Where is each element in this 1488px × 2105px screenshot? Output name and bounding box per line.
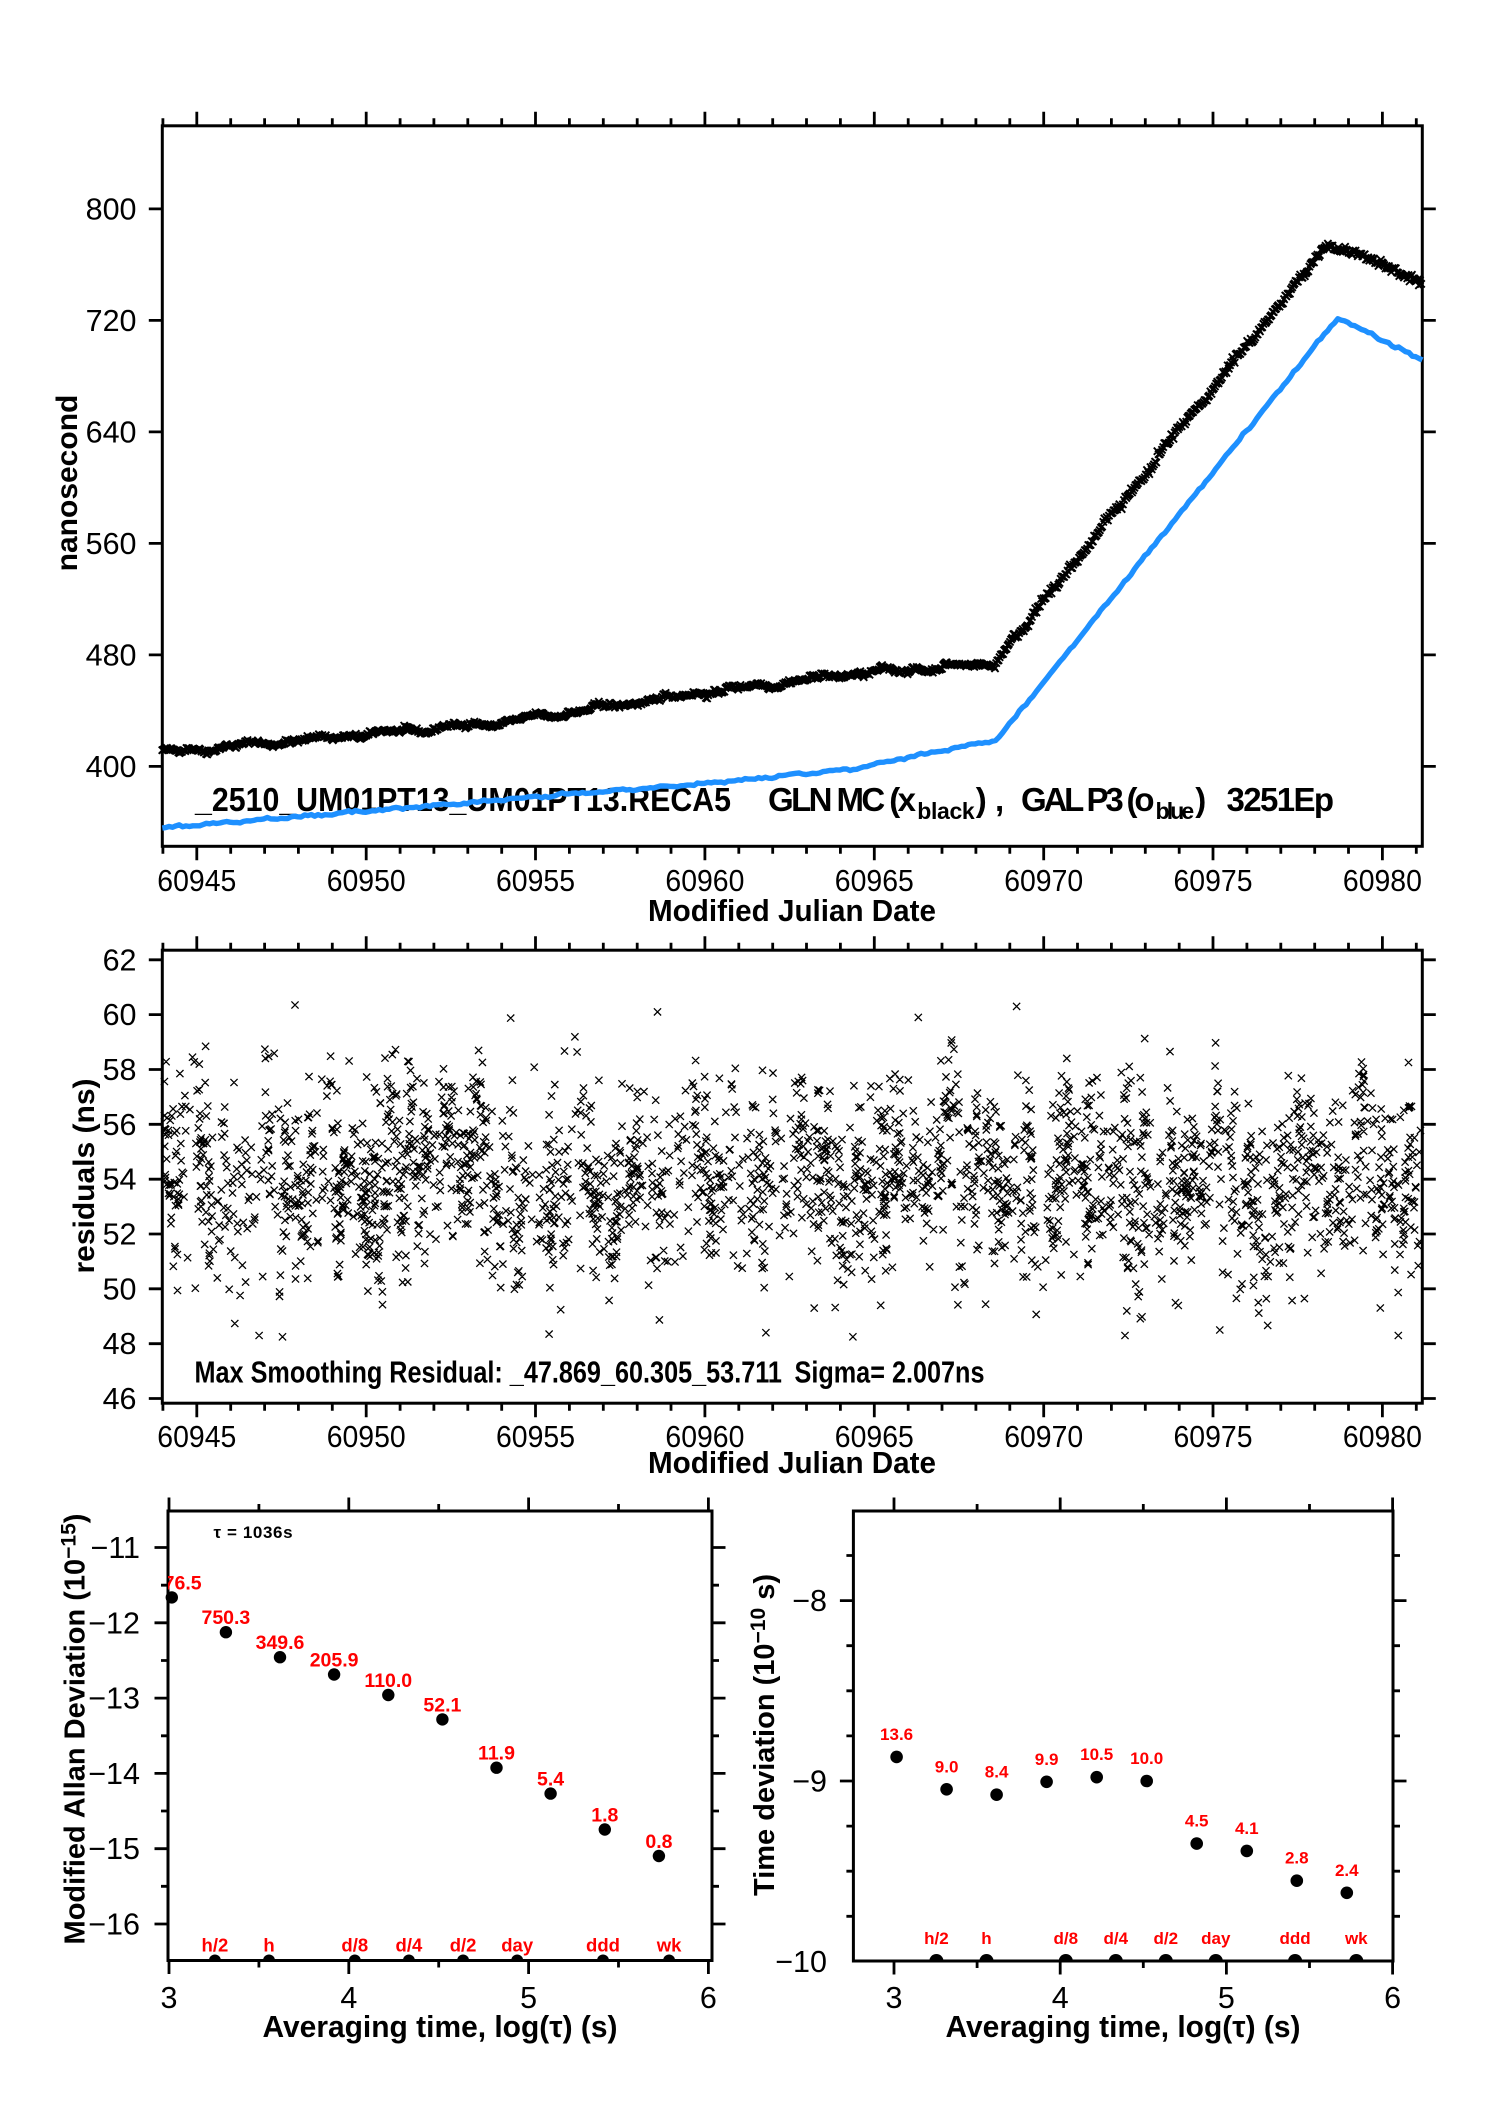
- svg-text:560: 560: [86, 527, 137, 561]
- svg-text:60970: 60970: [1004, 864, 1083, 898]
- svg-text:−16: −16: [88, 1908, 140, 1942]
- svg-text:h/2: h/2: [924, 1929, 949, 1948]
- svg-text:3: 3: [886, 1981, 903, 2015]
- svg-text:ddd: ddd: [1280, 1929, 1311, 1948]
- svg-text:−11: −11: [91, 1531, 140, 1565]
- svg-text:d/4: d/4: [1104, 1929, 1129, 1948]
- svg-text:6: 6: [700, 1981, 717, 2015]
- svg-text:3: 3: [161, 1981, 178, 2015]
- svg-text:60965: 60965: [835, 864, 914, 898]
- svg-text:day: day: [501, 1935, 534, 1956]
- svg-text:5.4: 5.4: [537, 1769, 564, 1791]
- svg-text:6: 6: [1384, 1981, 1401, 2015]
- svg-text:−14: −14: [88, 1757, 140, 1791]
- svg-text:h/2: h/2: [202, 1935, 229, 1956]
- svg-text:60945: 60945: [157, 864, 236, 898]
- svg-text:5: 5: [520, 1981, 537, 2015]
- svg-text:4.5: 4.5: [1185, 1812, 1209, 1831]
- svg-text:110.0: 110.0: [364, 1670, 412, 1692]
- svg-text:2.4: 2.4: [1335, 1861, 1359, 1880]
- svg-text:d/8: d/8: [341, 1935, 368, 1956]
- svg-text:h: h: [263, 1935, 274, 1956]
- svg-text:60950: 60950: [327, 864, 406, 898]
- svg-text:10.0: 10.0: [1130, 1749, 1163, 1768]
- svg-text:−13: −13: [88, 1682, 140, 1716]
- svg-text:60955: 60955: [496, 864, 575, 898]
- svg-text:residuals (ns): residuals (ns): [68, 1078, 101, 1273]
- svg-text:60965: 60965: [835, 1420, 914, 1454]
- svg-text:58: 58: [103, 1053, 137, 1087]
- svg-text:60950: 60950: [327, 1420, 406, 1454]
- svg-text:60975: 60975: [1174, 864, 1253, 898]
- svg-text:d/4: d/4: [396, 1935, 423, 1956]
- svg-text:9.0: 9.0: [935, 1757, 959, 1776]
- svg-text:720: 720: [86, 304, 137, 338]
- svg-text:−9: −9: [792, 1765, 827, 1799]
- svg-text:60970: 60970: [1004, 1420, 1083, 1454]
- svg-text:Max Smoothing Residual: _47.86: Max Smoothing Residual: _47.869_60.305_5…: [195, 1355, 985, 1390]
- svg-text:56: 56: [103, 1108, 137, 1142]
- svg-text:2176.5: 2176.5: [142, 1572, 202, 1594]
- svg-text:4: 4: [1052, 1981, 1069, 2015]
- svg-text:0.8: 0.8: [645, 1831, 672, 1853]
- svg-text:52: 52: [103, 1218, 137, 1252]
- svg-text:−15: −15: [88, 1832, 140, 1866]
- svg-text:4.1: 4.1: [1235, 1819, 1259, 1838]
- svg-text:48: 48: [103, 1327, 137, 1361]
- svg-text:640: 640: [86, 415, 137, 449]
- svg-text:d/2: d/2: [1154, 1929, 1179, 1948]
- svg-text:52.1: 52.1: [423, 1694, 461, 1716]
- svg-text:Modified Julian Date: Modified Julian Date: [648, 1445, 936, 1480]
- svg-text:−12: −12: [88, 1606, 140, 1640]
- svg-text:9.9: 9.9: [1035, 1750, 1059, 1769]
- svg-text:wk: wk: [1344, 1929, 1368, 1948]
- svg-text:−8: −8: [792, 1584, 827, 1618]
- svg-text:750.3: 750.3: [201, 1607, 250, 1629]
- svg-text:Modified Allan Deviation (10−1: Modified Allan Deviation (10−15): [57, 1514, 91, 1945]
- svg-text:13.6: 13.6: [880, 1725, 913, 1744]
- svg-text:Modified Julian Date: Modified Julian Date: [648, 893, 936, 928]
- svg-text:60980: 60980: [1343, 864, 1422, 898]
- svg-text:d/2: d/2: [450, 1935, 477, 1956]
- svg-text:60955: 60955: [496, 1420, 575, 1454]
- svg-text:5: 5: [1218, 1981, 1235, 2015]
- svg-text:GLN MC (xblack),GAL P3 (oblue): GLN MC (xblack), GAL P3 (oblue) 3251Ep: [768, 781, 1334, 824]
- svg-text:day: day: [1201, 1929, 1231, 1948]
- svg-text:800: 800: [86, 192, 137, 226]
- svg-text:wk: wk: [656, 1935, 682, 1956]
- svg-text:nanosecond: nanosecond: [51, 395, 84, 572]
- svg-text:50: 50: [103, 1272, 137, 1306]
- svg-text:h: h: [981, 1929, 991, 1948]
- svg-text:11.9: 11.9: [478, 1743, 515, 1765]
- svg-text:62: 62: [103, 943, 137, 977]
- svg-text:60: 60: [103, 998, 137, 1032]
- svg-text:Averaging time, log(τ) (s): Averaging time, log(τ) (s): [263, 2009, 618, 2044]
- svg-text:60960: 60960: [665, 1420, 744, 1454]
- svg-text:54: 54: [103, 1163, 137, 1197]
- svg-text:4: 4: [340, 1981, 357, 2015]
- svg-text:τ = 1036s: τ = 1036s: [214, 1523, 294, 1542]
- svg-text:ddd: ddd: [586, 1935, 620, 1956]
- svg-text:1.8: 1.8: [591, 1805, 618, 1827]
- svg-text:2.8: 2.8: [1285, 1849, 1309, 1868]
- svg-text:60960: 60960: [665, 864, 744, 898]
- svg-text:349.6: 349.6: [256, 1632, 305, 1654]
- svg-text:480: 480: [86, 638, 137, 672]
- svg-text:400: 400: [86, 750, 137, 784]
- svg-text:d/8: d/8: [1054, 1929, 1079, 1948]
- svg-text:205.9: 205.9: [310, 1650, 359, 1672]
- svg-text:−10: −10: [775, 1945, 827, 1979]
- svg-text:Averaging time, log(τ) (s): Averaging time, log(τ) (s): [946, 2009, 1301, 2044]
- svg-text:60945: 60945: [157, 1420, 236, 1454]
- svg-text:10.5: 10.5: [1080, 1745, 1113, 1764]
- svg-text:8.4: 8.4: [985, 1763, 1009, 1782]
- svg-text:46: 46: [103, 1382, 137, 1416]
- svg-text:60980: 60980: [1343, 1420, 1422, 1454]
- svg-text:60975: 60975: [1174, 1420, 1253, 1454]
